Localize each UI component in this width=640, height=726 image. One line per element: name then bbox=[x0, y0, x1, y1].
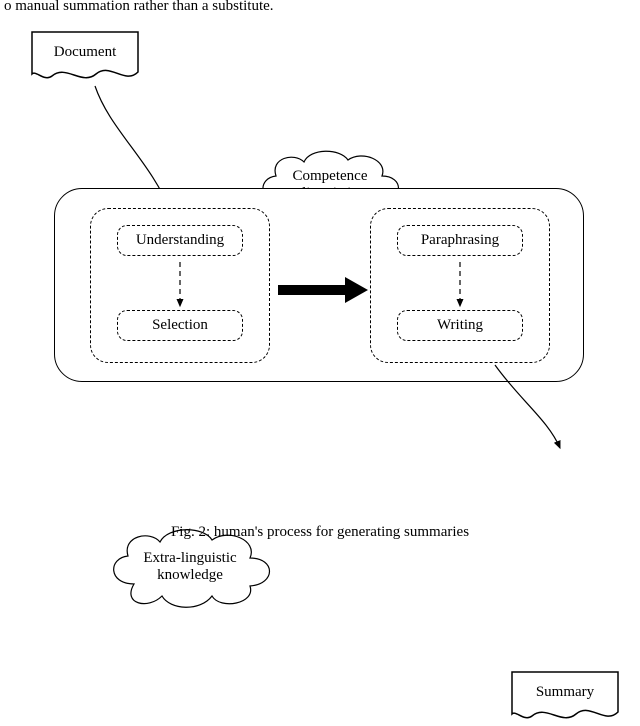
cloud-bottom-line1: Extra-linguistic bbox=[143, 550, 236, 566]
cloud-bottom-line2: knowledge bbox=[157, 567, 223, 583]
arrow-stage2-to-summary bbox=[0, 0, 640, 534]
diagram-canvas: o manual summation rather than a substit… bbox=[0, 0, 640, 534]
document-output-shape: Summary bbox=[510, 670, 620, 726]
document-output-label: Summary bbox=[510, 684, 620, 701]
cloud-extra-label: Extra-linguistic knowledge bbox=[100, 550, 280, 583]
figure-caption: Fig. 2: human's process for generating s… bbox=[0, 524, 640, 541]
